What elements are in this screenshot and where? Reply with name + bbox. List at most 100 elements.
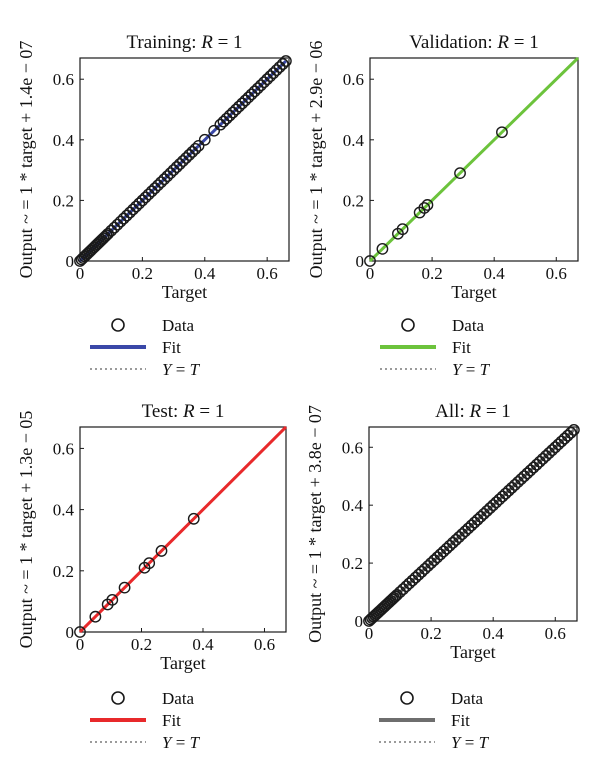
data-point <box>186 146 199 158</box>
data-point <box>567 423 580 436</box>
data-point <box>155 176 168 189</box>
data-point <box>245 88 258 101</box>
y-tick-label: 0 <box>66 623 75 642</box>
y-tick-label: 0 <box>66 252 75 271</box>
data-point <box>236 97 249 110</box>
data-point <box>261 73 274 86</box>
x-tick-label: 0.2 <box>420 624 441 643</box>
data-point <box>217 115 230 128</box>
x-tick-label: 0 <box>366 264 375 283</box>
data-point <box>279 55 292 67</box>
data-point <box>152 179 164 192</box>
data-point <box>183 149 196 161</box>
axes-box <box>369 57 579 262</box>
legend-identity-label: Y = T <box>451 733 490 752</box>
y-tick-label: 0.4 <box>342 496 364 515</box>
data-point <box>421 199 434 211</box>
data-point <box>99 230 111 243</box>
legend: Data Fit Y = T <box>379 689 490 752</box>
data-point <box>120 209 133 222</box>
x-axis-label: Target <box>162 282 207 302</box>
panel-3: All: R = 1 0 0.2 0.4 0.6 0 0.2 0.4 0.6 Target Outp… <box>305 401 580 752</box>
data-point <box>264 70 277 83</box>
y-axis-label: Output ~ = 1 * target + 1.4e − 07 <box>16 41 36 279</box>
data-point <box>233 100 245 113</box>
y-tick-label: 0 <box>355 612 364 631</box>
x-tick-label: 0.2 <box>421 264 442 283</box>
data-point <box>364 255 376 267</box>
data-point <box>267 67 280 80</box>
x-tick-label: 0.4 <box>194 264 216 283</box>
y-axis-label: Output ~ = 1 * target + 1.3e − 05 <box>16 411 36 649</box>
data-point <box>496 126 508 139</box>
chart-title: Training: R = 1 <box>126 32 242 53</box>
axes-box <box>79 426 287 633</box>
data-point <box>239 94 252 107</box>
y-tick-label: 0.6 <box>343 70 364 89</box>
data-point <box>155 545 168 557</box>
data-point <box>564 426 577 439</box>
data-point <box>161 170 174 183</box>
data-point <box>148 182 161 195</box>
x-axis-label: Target <box>451 282 496 302</box>
x-tick-label: 0 <box>365 624 374 643</box>
y-tick-label: 0.4 <box>53 131 75 150</box>
x-axis-label: Target <box>450 642 495 662</box>
data-point <box>173 158 186 170</box>
y-tick-label: 0.2 <box>343 191 364 210</box>
x-tick-label: 0.4 <box>192 635 214 654</box>
data-point <box>214 118 227 131</box>
legend-data-label: Data <box>162 316 195 335</box>
legend-fit-label: Fit <box>162 711 181 730</box>
data-point <box>230 103 242 116</box>
data-point <box>124 206 136 219</box>
x-tick-label: 0.6 <box>546 264 567 283</box>
data-point <box>220 112 233 125</box>
legend-identity-label: Y = T <box>452 360 491 379</box>
data-point <box>89 610 102 623</box>
data-point <box>418 202 431 214</box>
data-point <box>242 91 255 104</box>
legend-data-marker <box>111 691 125 705</box>
data-point <box>133 197 146 210</box>
data-point <box>273 61 286 73</box>
x-tick-label: 0 <box>76 264 85 283</box>
legend-identity-label: Y = T <box>162 360 201 379</box>
y-axis-label: Output ~ = 1 * target + 2.9e − 06 <box>306 41 326 279</box>
y-axis-label: Output ~ = 1 * target + 3.8e − 07 <box>305 405 325 643</box>
legend-fit-label: Fit <box>162 338 181 357</box>
y-tick-label: 0.6 <box>53 70 74 89</box>
data-point <box>130 200 143 213</box>
x-tick-label: 0.6 <box>545 624 566 643</box>
chart-title: Test: R = 1 <box>142 401 225 422</box>
data-point <box>255 79 267 92</box>
axes-box <box>79 57 290 262</box>
data-point <box>270 64 283 77</box>
y-tick-label: 0.4 <box>53 501 75 520</box>
data-point <box>454 167 466 180</box>
data-point <box>136 194 149 207</box>
data-point <box>158 173 171 186</box>
data-point <box>198 133 211 146</box>
data-point <box>396 223 409 236</box>
legend-data-marker <box>111 318 125 332</box>
legend-data-label: Data <box>452 316 485 335</box>
y-tick-label: 0.6 <box>53 439 74 458</box>
data-point <box>74 626 86 638</box>
data-point <box>127 203 139 216</box>
data-point <box>142 188 155 201</box>
data-point <box>111 218 124 231</box>
data-point <box>139 191 152 204</box>
data-point <box>180 152 192 164</box>
y-tick-label: 0.2 <box>53 191 74 210</box>
data-point <box>102 227 114 240</box>
fit-line <box>78 59 287 263</box>
panel-1: Validation: R = 1 0 0.2 0.4 0.6 0 0.2 0.4 0.6 Tar… <box>306 32 580 379</box>
legend-data-marker <box>401 318 415 332</box>
chart-title: All: R = 1 <box>435 401 511 422</box>
x-tick-label: 0 <box>76 635 85 654</box>
x-tick-label: 0.4 <box>484 264 506 283</box>
legend-data-label: Data <box>162 689 195 708</box>
x-tick-label: 0.6 <box>257 264 278 283</box>
